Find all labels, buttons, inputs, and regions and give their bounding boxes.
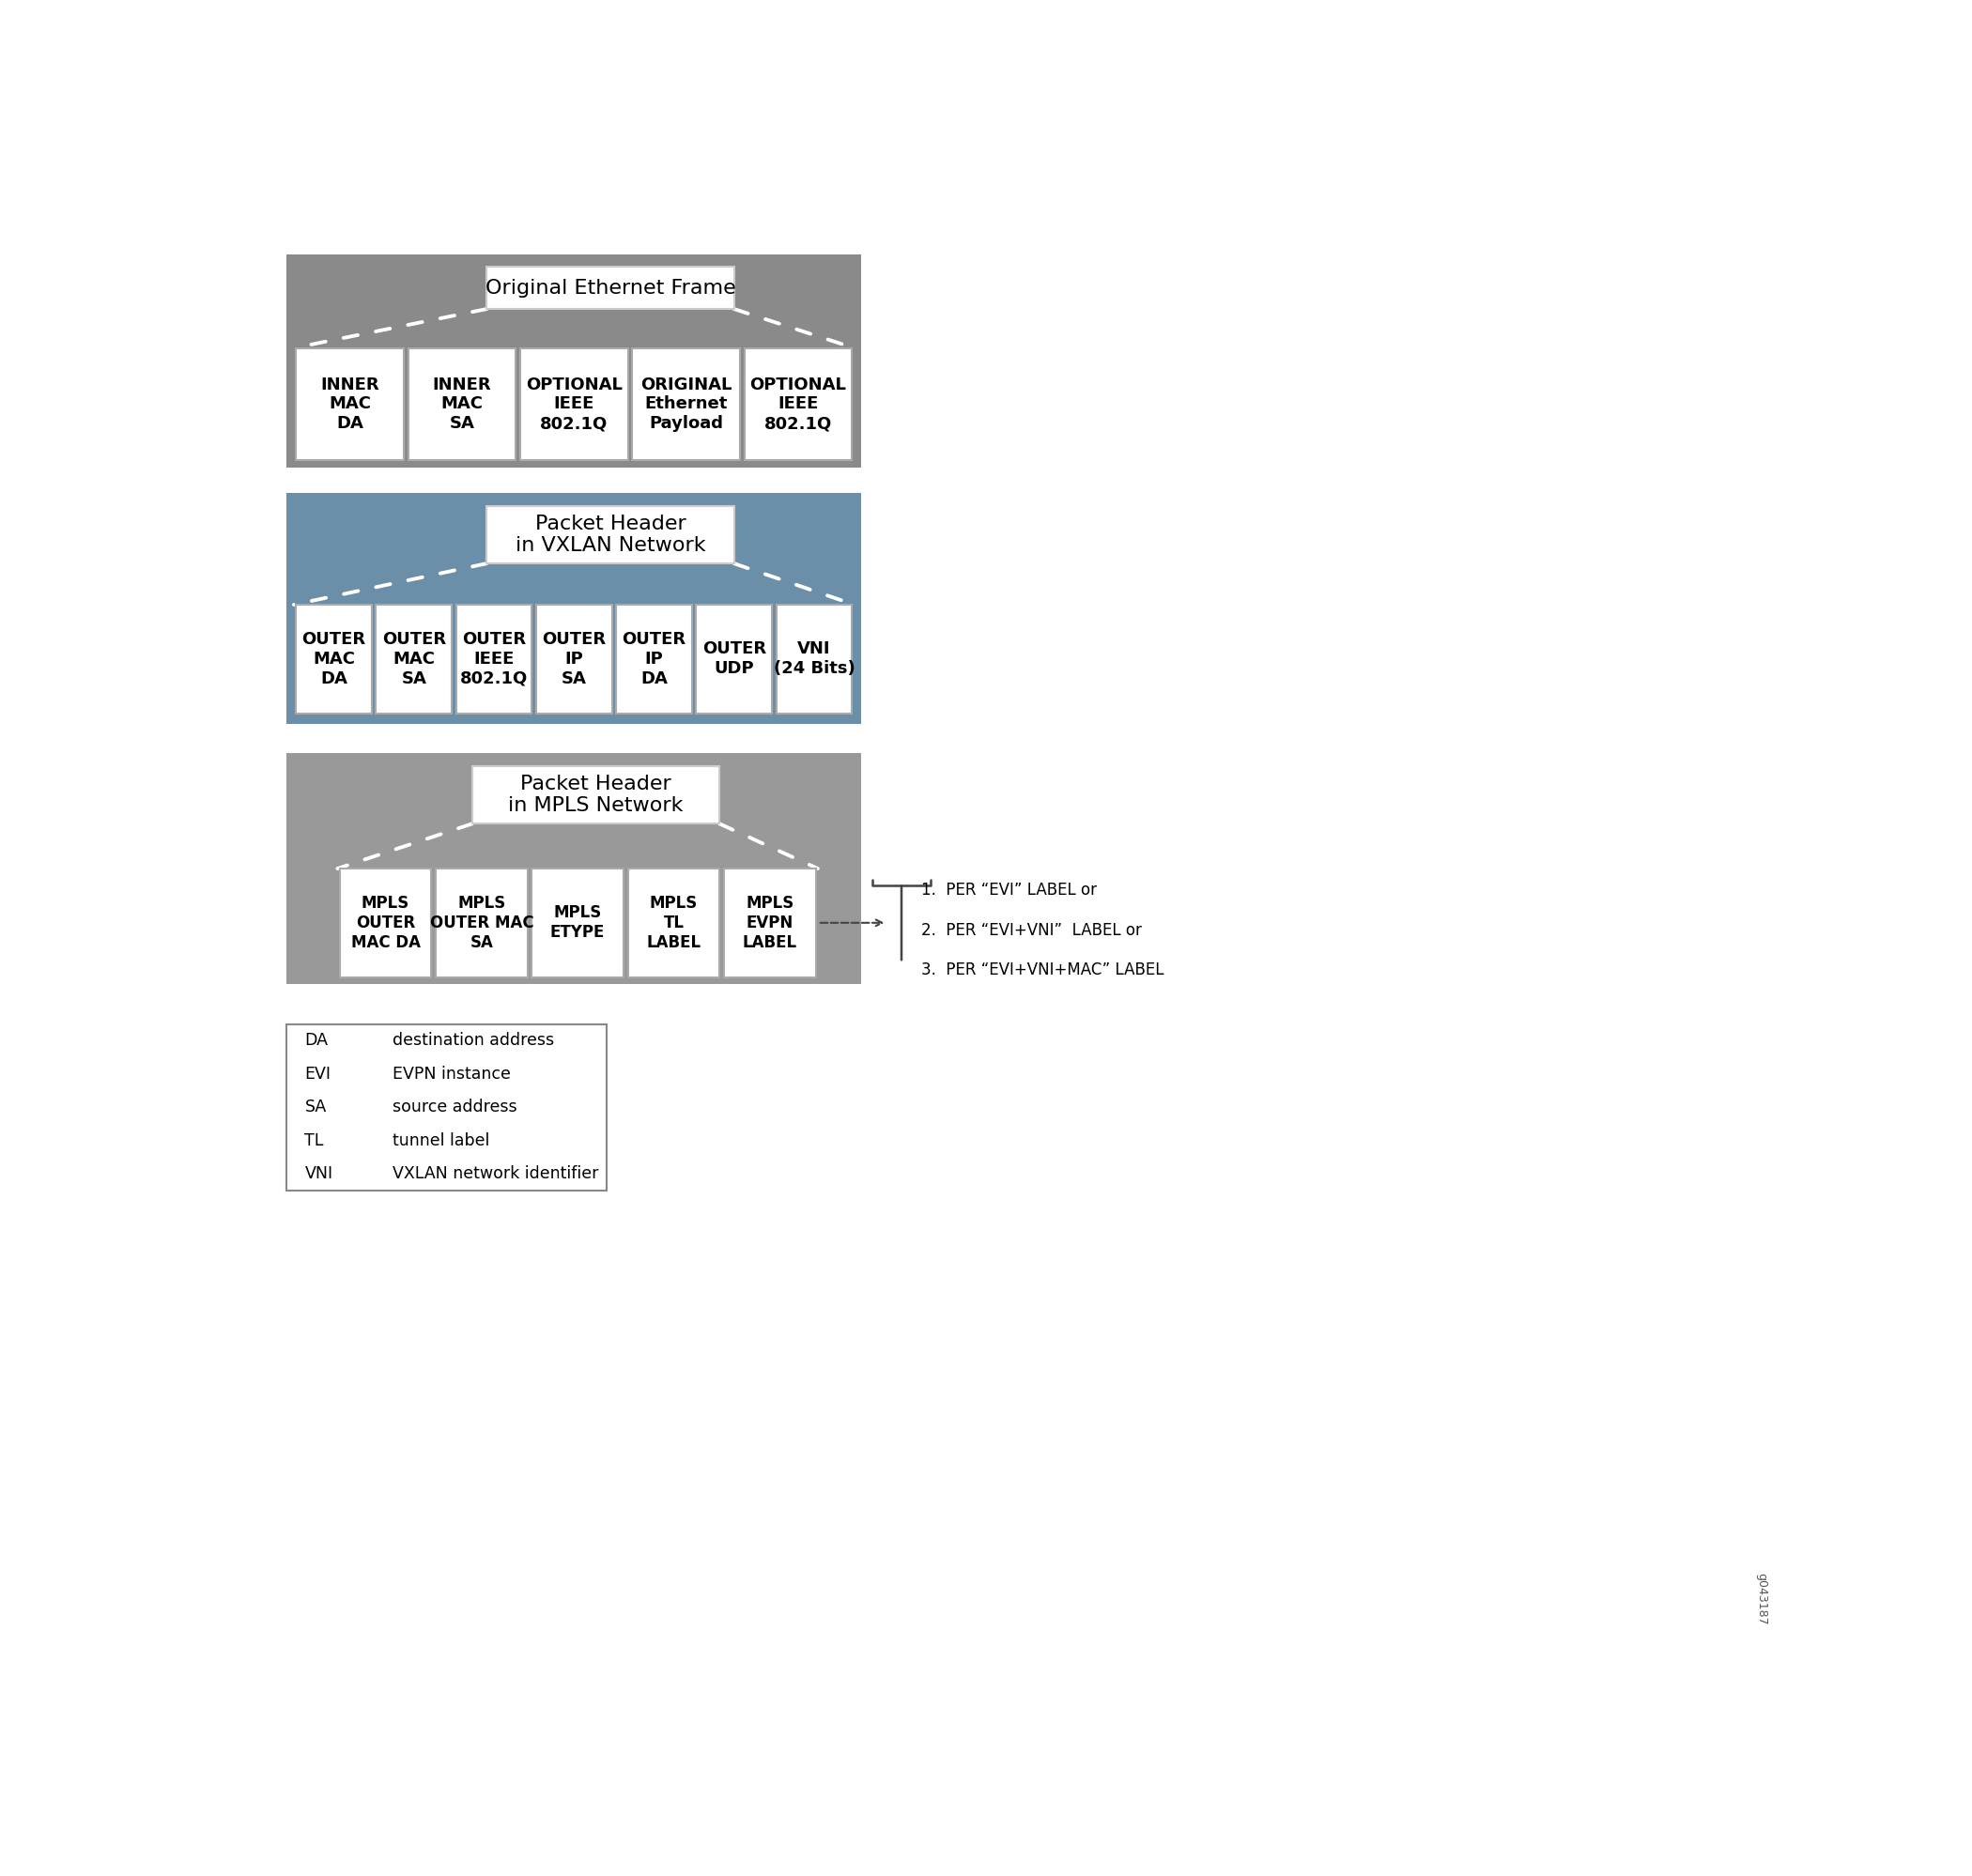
Text: MPLS
OUTER
MAC DA: MPLS OUTER MAC DA — [351, 895, 420, 951]
Text: tunnel label: tunnel label — [392, 1131, 489, 1148]
Text: OUTER
IP
SA: OUTER IP SA — [542, 630, 605, 687]
Text: 1.  PER “EVI” LABEL or: 1. PER “EVI” LABEL or — [921, 882, 1096, 899]
Text: MPLS
ETYPE: MPLS ETYPE — [550, 904, 605, 942]
Text: MPLS
EVPN
LABEL: MPLS EVPN LABEL — [743, 895, 797, 951]
Text: 2.  PER “EVI+VNI”  LABEL or: 2. PER “EVI+VNI” LABEL or — [921, 921, 1142, 938]
Text: INNER
MAC
SA: INNER MAC SA — [432, 375, 491, 431]
Text: OUTER
MAC
SA: OUTER MAC SA — [383, 630, 446, 687]
Bar — [471, 765, 720, 824]
Text: source address: source address — [392, 1099, 517, 1116]
Bar — [286, 253, 862, 467]
Text: ORIGINAL
Ethernet
Payload: ORIGINAL Ethernet Payload — [641, 375, 732, 431]
Bar — [532, 869, 623, 977]
Bar — [436, 869, 527, 977]
Bar — [521, 349, 627, 460]
Bar — [286, 1024, 607, 1189]
Bar — [286, 493, 862, 724]
Bar — [339, 869, 432, 977]
Bar — [487, 266, 734, 310]
Text: VXLAN network identifier: VXLAN network identifier — [392, 1165, 598, 1182]
Text: EVPN instance: EVPN instance — [392, 1066, 511, 1082]
Bar — [777, 604, 852, 713]
Text: OUTER
IP
DA: OUTER IP DA — [621, 630, 686, 687]
Text: SA: SA — [306, 1099, 327, 1116]
Bar — [296, 604, 371, 713]
Bar — [696, 604, 771, 713]
Bar — [633, 349, 740, 460]
Text: MPLS
OUTER MAC
SA: MPLS OUTER MAC SA — [430, 895, 534, 951]
Text: Packet Header
in MPLS Network: Packet Header in MPLS Network — [509, 775, 684, 814]
Bar — [743, 349, 852, 460]
Bar — [377, 604, 452, 713]
Text: DA: DA — [306, 1032, 327, 1049]
Text: EVI: EVI — [306, 1066, 331, 1082]
Text: OUTER
MAC
DA: OUTER MAC DA — [302, 630, 367, 687]
Text: OUTER
UDP: OUTER UDP — [702, 642, 765, 677]
Bar — [724, 869, 816, 977]
Bar — [408, 349, 517, 460]
Text: MPLS
TL
LABEL: MPLS TL LABEL — [647, 895, 700, 951]
Bar — [627, 869, 720, 977]
Text: INNER
MAC
DA: INNER MAC DA — [319, 375, 379, 431]
Text: VNI
(24 Bits): VNI (24 Bits) — [773, 642, 856, 677]
Text: 3.  PER “EVI+VNI+MAC” LABEL: 3. PER “EVI+VNI+MAC” LABEL — [921, 961, 1163, 977]
Text: TL: TL — [306, 1131, 323, 1148]
Bar — [296, 349, 404, 460]
Text: destination address: destination address — [392, 1032, 554, 1049]
Bar — [456, 604, 532, 713]
Text: VNI: VNI — [306, 1165, 333, 1182]
Text: Packet Header
in VXLAN Network: Packet Header in VXLAN Network — [515, 514, 706, 555]
Bar — [286, 752, 862, 985]
Bar — [615, 604, 692, 713]
Text: OPTIONAL
IEEE
802.1Q: OPTIONAL IEEE 802.1Q — [749, 375, 846, 431]
Text: g043187: g043187 — [1755, 1572, 1767, 1625]
Bar — [536, 604, 611, 713]
Text: OPTIONAL
IEEE
802.1Q: OPTIONAL IEEE 802.1Q — [527, 375, 623, 431]
Bar — [487, 507, 734, 563]
Text: OUTER
IEEE
802.1Q: OUTER IEEE 802.1Q — [459, 630, 528, 687]
Text: Original Ethernet Frame: Original Ethernet Frame — [485, 280, 736, 298]
